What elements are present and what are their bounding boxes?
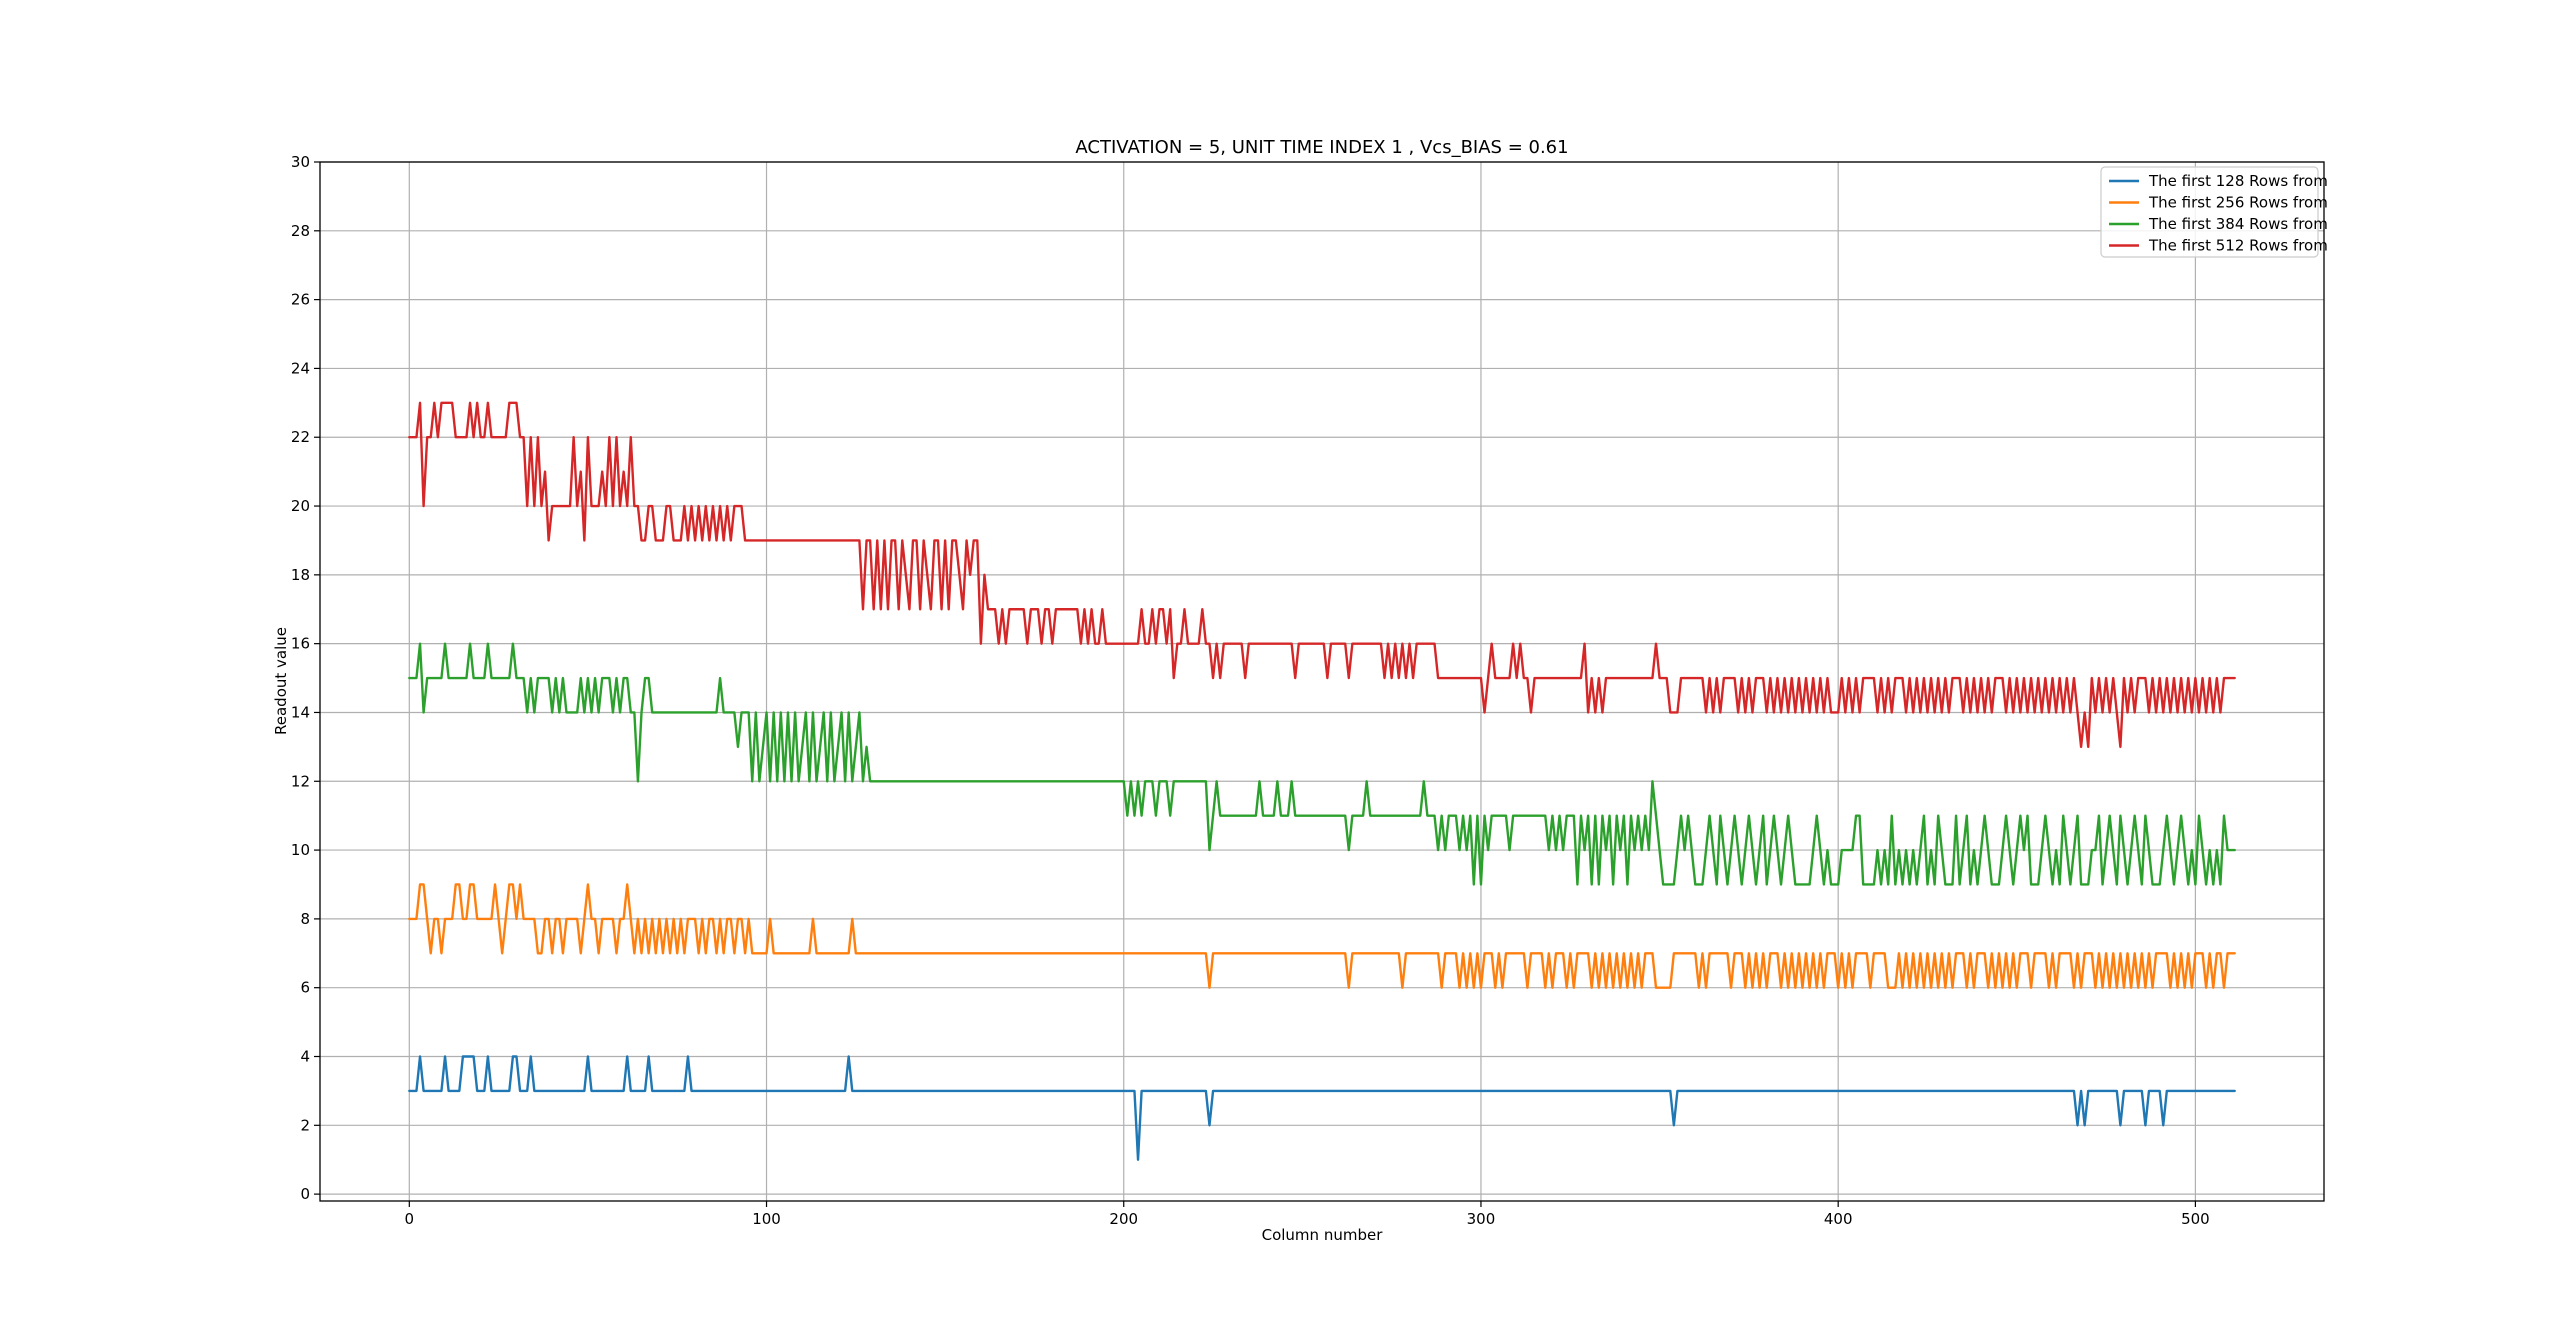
legend: The first 128 Rows from The first 256 Row… [2100,166,2328,258]
y-tick-label: 16 [291,635,310,653]
x-tick-label: 400 [1824,1210,1853,1228]
y-tick-label: 0 [300,1185,310,1203]
chart-title: ACTIVATION = 5, UNIT TIME INDEX 1 , Vcs_… [1075,137,1568,158]
legend-label-3: The first 384 Rows from [2148,215,2328,233]
y-tick-label: 10 [291,841,310,859]
y-tick-label: 26 [291,291,310,309]
legend-label-4: The first 512 Rows from [2148,237,2328,255]
x-tick-label: 300 [1467,1210,1496,1228]
series-line-2 [408,883,2236,989]
y-tick-label: 4 [300,1048,310,1066]
y-tick-label: 12 [291,772,310,790]
x-axis-ticks: 0 100 200 300 400 500 [405,1201,2210,1228]
plot-frame [319,161,2325,1202]
legend-box [2100,166,2319,258]
y-tick-label: 6 [300,979,310,997]
series-layer [408,401,2236,1161]
y-tick-label: 14 [291,703,310,721]
x-tick-label: 0 [405,1210,415,1228]
y-tick-label: 30 [291,153,310,171]
y-tick-label: 24 [291,359,310,377]
series-line-1 [408,1055,2236,1161]
y-tick-label: 22 [291,428,310,446]
legend-label-2: The first 256 Rows from [2148,194,2328,212]
x-axis-label: Column number [1262,1226,1384,1244]
y-axis-label: Readout value [272,627,290,735]
series-line-4 [408,401,2236,749]
x-tick-label: 500 [2181,1210,2210,1228]
y-tick-label: 18 [291,566,310,584]
x-tick-label: 100 [752,1210,781,1228]
x-tick-label: 200 [1109,1210,1138,1228]
y-tick-label: 8 [300,910,310,928]
y-tick-label: 28 [291,222,310,240]
y-tick-label: 2 [300,1116,310,1134]
series-line-3 [408,642,2236,886]
legend-items: The first 128 Rows from The first 256 Row… [2109,172,2328,255]
y-tick-label: 20 [291,497,310,515]
legend-label-1: The first 128 Rows from [2148,172,2328,190]
